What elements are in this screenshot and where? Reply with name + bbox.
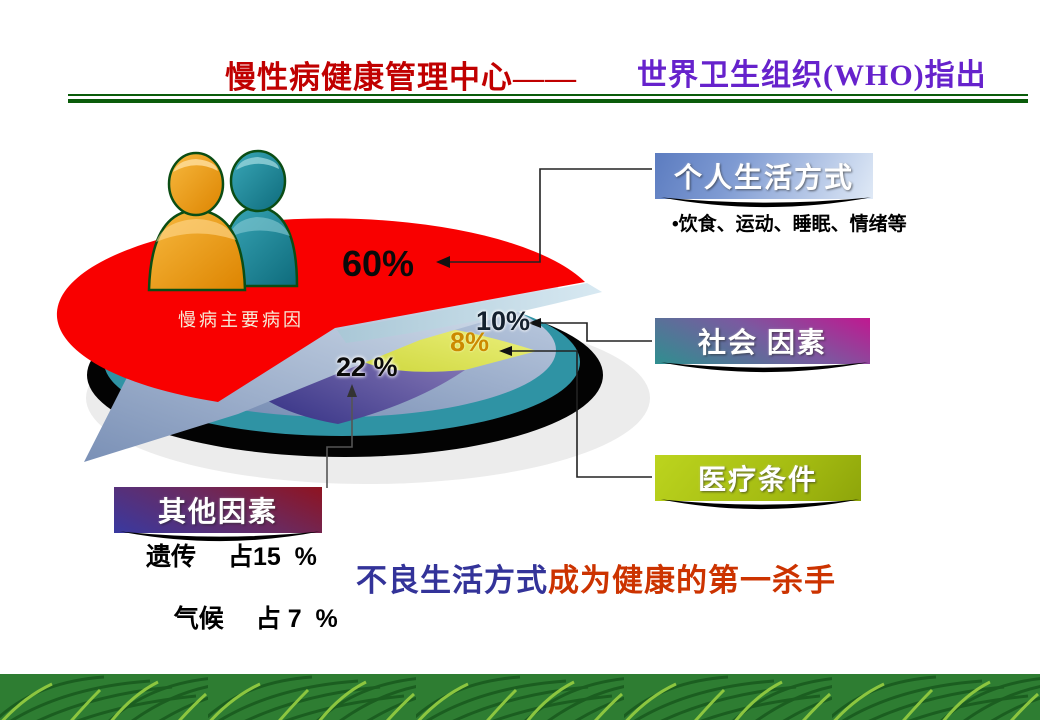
callout-arrowheads [347, 256, 541, 397]
connector-lifestyle [441, 168, 652, 263]
other-detail-climate: 气候 占 7 % [173, 605, 338, 633]
pie-label-medical: 8% [450, 327, 490, 357]
callout-lines [326, 168, 652, 488]
arrowhead-social-icon [528, 318, 541, 328]
callout-box-other-label: 其他因素 [157, 497, 278, 528]
callout-box-medical: 医疗条件 [655, 455, 861, 510]
pie-label-social: 10% [476, 306, 531, 336]
lifestyle-bullet-text: •饮食、运动、睡眠、情绪等 [672, 214, 907, 235]
callout-box-social-label: 社会 因素 [697, 328, 827, 359]
box-shadow-swoosh [660, 362, 869, 373]
callout-box-other: 其他因素 [114, 487, 322, 542]
conclusion-sentence: 不良生活方式成为健康的第一杀手 [356, 555, 836, 600]
arrowhead-other-icon [347, 384, 357, 397]
people-icon [147, 149, 299, 292]
person-orange-icon [147, 151, 247, 292]
pie-label-lifestyle: 60% [342, 243, 415, 284]
page-title: 慢性病健康管理中心—— [225, 60, 577, 95]
connector-other [326, 392, 353, 488]
page-subtitle-who: 世界卫生组织(WHO)指出 [637, 59, 987, 92]
connector-social [536, 322, 652, 342]
conclusion-sentence-red: 成为健康的第一杀手 [548, 563, 836, 598]
pie-label-other: 22 % [336, 352, 398, 382]
box-shadow-swoosh [660, 499, 860, 510]
pie-lip-highlight [337, 283, 602, 343]
callout-box-medical-label: 医疗条件 [697, 465, 818, 496]
header-rule-top [68, 94, 1028, 96]
callout-box-lifestyle-label: 个人生活方式 [673, 163, 854, 194]
other-factors-details: 遗传 占15 % 气候 占 7 % [146, 542, 338, 666]
grass-border-decoration [0, 674, 1040, 720]
box-shadow-swoosh [119, 531, 321, 542]
arrowhead-lifestyle-icon [436, 256, 450, 268]
other-detail-genetics: 遗传 占15 % [146, 543, 317, 571]
header-rule-bottom [68, 99, 1028, 103]
callout-box-social: 社会 因素 [655, 318, 870, 373]
arrowhead-medical-icon [499, 346, 512, 356]
pie-chart [56, 149, 652, 488]
connector-medical [507, 350, 652, 478]
box-shadow-swoosh [660, 197, 872, 208]
conclusion-sentence-blue: 不良生活方式 [356, 563, 548, 598]
pie-center-label: 慢病主要病因 [178, 310, 304, 330]
callout-box-lifestyle: 个人生活方式 [655, 153, 873, 208]
person-teal-icon [219, 149, 299, 288]
